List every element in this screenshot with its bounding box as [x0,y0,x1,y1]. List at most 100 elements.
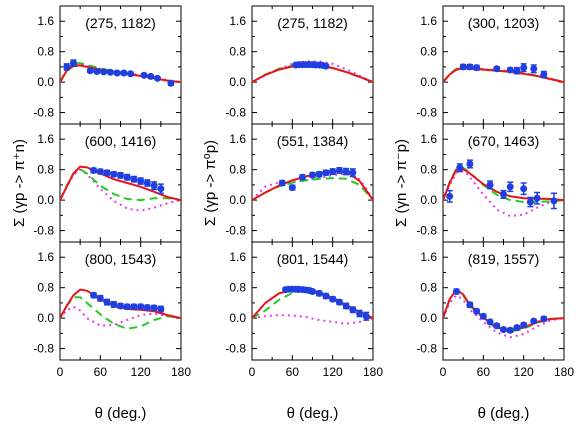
data-point [342,302,350,310]
magenta-dotted-curve [252,314,373,325]
x-tick-label: 60 [94,365,108,379]
data-point [349,306,357,314]
y-tick-label: -0.8 [416,224,437,238]
magenta-dotted-curve [443,169,564,218]
x-axis-label: θ (deg.) [95,405,147,422]
data-point [349,169,357,177]
data-point [356,310,364,318]
y-tick-label: 0.0 [229,311,246,325]
x-tick-label: 180 [363,365,383,379]
data-point [143,303,151,311]
data-point [342,168,350,176]
y-tick-label: -0.8 [33,342,54,356]
data-point [130,175,138,183]
x-axis-label: θ (deg.) [478,405,530,422]
panel-label: (275, 1182) [85,15,156,31]
y-tick-label: -0.8 [225,342,246,356]
x-axis-label: θ (deg.) [287,405,339,422]
data-point [96,294,104,302]
data-point [500,190,507,198]
data-point [530,317,538,325]
data-point [456,164,464,172]
data-point [506,66,514,74]
data-point [96,168,104,176]
data-point [479,312,487,320]
red-solid-curve [60,165,181,202]
data-point [550,197,558,205]
y-tick-label: 1.6 [37,132,54,146]
data-point [100,68,108,76]
data-point [137,177,145,185]
data-point [93,67,101,75]
data-point [540,71,548,79]
data-point [493,65,501,73]
data-point [520,321,528,329]
data-point [533,194,541,202]
x-tick-label: 60 [286,365,300,379]
data-point [493,322,501,330]
x-tick-label: 180 [171,365,191,379]
data-point [117,302,124,310]
panel-9: 1.6 0.8 0.0 -0.80 60 120 180 (819, 1557) [416,241,574,379]
panel-2: 1.6 0.8 0.0 -0.8 (275, 1182) [225,5,374,125]
y-tick-label: -0.8 [416,342,437,356]
data-point [329,295,337,303]
data-point [63,63,71,71]
data-point [335,166,343,174]
y-tick-label: 1.6 [420,250,437,264]
magenta-dotted-curve [60,305,181,327]
y-tick-label: 0.8 [420,163,437,177]
panel-1: 1.6 0.8 0.0 -0.8 (275, 1182) [33,5,182,125]
data-point [520,185,528,193]
x-tick-label: 0 [57,365,64,379]
x-tick-label: 180 [554,365,574,379]
y-tick-label: 0.8 [37,45,54,59]
y-tick-label: 0.8 [37,163,54,177]
green-dashed-curve [60,296,181,330]
green-dashed-curve [443,289,564,333]
data-point [113,69,121,77]
data-point [329,168,337,176]
y-tick-label: 0.0 [229,193,246,207]
y-tick-label: 0.8 [229,163,246,177]
y-tick-label: 1.6 [420,14,437,28]
y-tick-label: 0.0 [37,75,54,89]
data-point [322,292,330,300]
data-point [123,303,131,311]
data-point [153,74,161,82]
panel-5: 1.6 0.8 0.0 -0.8 (551, 1384) [225,123,374,243]
y-tick-label: 0.8 [420,45,437,59]
data-point [540,315,548,323]
data-point [506,326,514,334]
y-tick-label: 1.6 [37,14,54,28]
green-dashed-curve [252,177,373,201]
data-point [86,67,94,75]
data-point [335,298,343,306]
data-point [288,184,296,192]
y-tick-label: 0.0 [420,311,437,325]
data-point [143,179,151,187]
y-axis-label: Σ (γp -> π⁰p) [202,140,219,226]
data-point [123,173,131,181]
magenta-dotted-curve [60,168,181,212]
y-tick-label: 0.0 [229,75,246,89]
x-tick-label: 120 [323,365,343,379]
x-tick-label: 0 [440,365,447,379]
data-point [106,68,114,76]
red-solid-curve [443,288,564,332]
data-point [140,71,148,79]
data-point [103,169,111,177]
y-tick-label: 0.8 [37,281,54,295]
data-point [530,65,538,73]
data-point [362,312,370,320]
x-tick-label: 60 [477,365,491,379]
y-axis-label: Σ (γp -> π⁺n) [11,139,28,227]
y-tick-label: -0.8 [225,106,246,120]
panel-label: (801, 1544) [277,251,349,267]
y-tick-label: 1.6 [37,250,54,264]
data-point [298,173,306,181]
data-point [90,166,98,174]
y-tick-label: -0.8 [225,224,246,238]
y-tick-label: -0.8 [416,106,437,120]
